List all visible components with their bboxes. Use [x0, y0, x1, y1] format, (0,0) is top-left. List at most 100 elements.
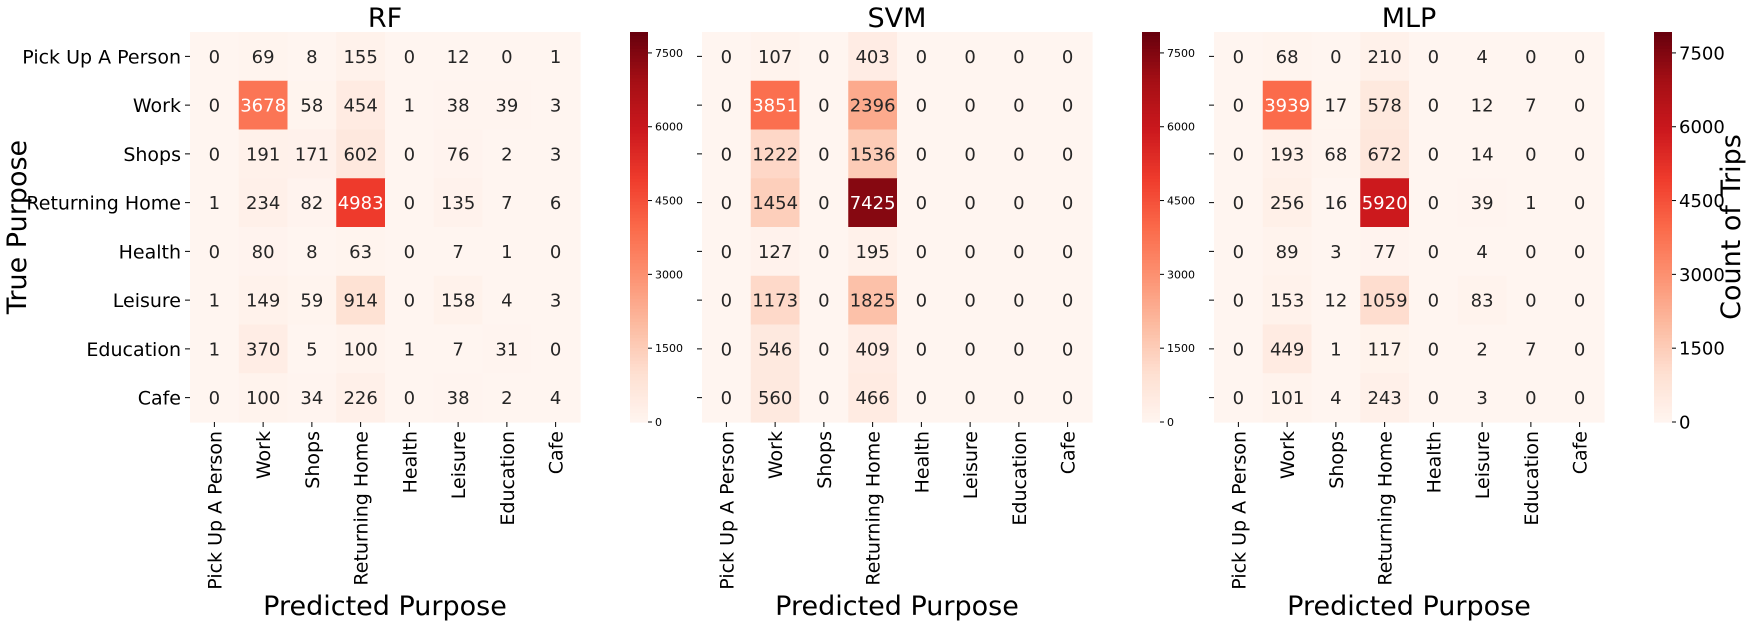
rf-value-returning-home-work: 234 — [246, 193, 280, 214]
svm-colorbar-segment — [1142, 275, 1160, 280]
rf-value-work-shops: 58 — [300, 96, 323, 117]
mlp-cell-work-cafe — [1555, 80, 1605, 131]
svm-colorbar-segment — [1142, 165, 1160, 170]
svm-value-work-health: 0 — [916, 96, 927, 117]
rf-colorbar-segment — [630, 51, 648, 56]
svm-colorbar-segment — [1142, 272, 1160, 277]
svm-colorbar-segment — [1142, 353, 1160, 358]
rf-cell-leisure-work — [238, 275, 289, 326]
mlp-value-leisure-work: 153 — [1270, 291, 1304, 312]
rf-value-leisure-work: 149 — [246, 291, 280, 312]
svm-colorbar-segment — [1142, 178, 1160, 183]
svm-value-work-cafe: 0 — [1062, 96, 1073, 117]
svm-colorbar-segment — [1142, 136, 1160, 140]
svm-colorbar-segment — [1142, 38, 1160, 43]
svm-value-cafe-health: 0 — [916, 388, 927, 409]
rf-value-work-education: 39 — [495, 96, 518, 117]
mlp-value-shops-health: 0 — [1428, 144, 1439, 165]
mlp-colorbar-segment — [1654, 337, 1672, 342]
mlp-value-pick-up-a-person-leisure: 4 — [1476, 47, 1487, 68]
mlp-value-pick-up-a-person-returning-home: 210 — [1367, 47, 1401, 68]
mlp-cell-leisure-work — [1262, 275, 1313, 326]
mlp-cell-pick-up-a-person-pick-up-a-person — [1214, 32, 1264, 82]
svm-colorbar-segment — [1142, 259, 1160, 264]
svm-cell-returning-home-cafe — [1043, 178, 1093, 228]
svm-value-work-pick-up-a-person: 0 — [721, 96, 732, 117]
mlp-value-leisure-leisure: 83 — [1471, 291, 1494, 312]
rf-cell-health-work — [238, 227, 289, 277]
svm-colorbar-segment — [1142, 376, 1160, 381]
rf-cell-returning-home-cafe — [531, 178, 581, 228]
mlp-colorbar-segment — [1654, 409, 1672, 413]
mlp-colorbar-segment — [1654, 353, 1672, 358]
svm-value-pick-up-a-person-cafe: 0 — [1062, 47, 1073, 68]
mlp-cell-education-shops — [1311, 324, 1361, 374]
mlp-colorbar-segment — [1654, 334, 1672, 339]
mlp-value-work-pick-up-a-person: 0 — [1233, 96, 1244, 117]
svm-colorbar-segment — [1142, 155, 1160, 160]
svm-colorbar-segment — [1142, 220, 1160, 225]
mlp-colorbar-segment — [1654, 71, 1672, 75]
svm-cell-pick-up-a-person-shops — [799, 32, 849, 82]
rf-colorbar-segment — [630, 67, 648, 72]
mlp-colorbar-segment — [1654, 383, 1672, 387]
rf-colorbar-segment — [630, 376, 648, 381]
rf-colorbar-segment — [630, 32, 648, 36]
svm-cell-returning-home-work — [750, 178, 801, 228]
mlp-cell-pick-up-a-person-returning-home — [1360, 32, 1410, 82]
mlp-value-returning-home-work: 256 — [1270, 193, 1304, 214]
rf-colorbar-segment — [630, 379, 648, 384]
rf-colorbar-segment — [630, 223, 648, 228]
mlp-colorbar-segment — [1654, 259, 1672, 264]
rf-colorbar-segment — [630, 204, 648, 209]
svm-value-leisure-education: 0 — [1013, 291, 1024, 312]
svm-cell-returning-home-education — [994, 178, 1044, 228]
rf-cell-pick-up-a-person-pick-up-a-person — [190, 32, 240, 82]
mlp-colorbar-segment — [1654, 292, 1672, 296]
mlp-colorbar-segment — [1654, 136, 1672, 140]
mlp-colorbar-segment — [1654, 67, 1672, 72]
rf-cell-work-education — [482, 80, 532, 131]
svm-colorbar-segment — [1142, 184, 1160, 189]
svm-value-cafe-shops: 0 — [818, 388, 829, 409]
y-axis-label: True Purpose — [2, 140, 33, 315]
mlp-colorbar-segment — [1654, 415, 1672, 420]
svm-cell-cafe-leisure — [945, 373, 996, 423]
svm-colorbar-segment — [1142, 71, 1160, 75]
mlp-colorbar-segment — [1654, 162, 1672, 166]
svm-cell-work-work — [750, 80, 801, 131]
rf-colorbar-segment — [630, 288, 648, 293]
rf-colorbar-segment — [630, 370, 648, 374]
rf-cell-education-education — [482, 324, 532, 374]
svm-colorbar-segment — [1142, 409, 1160, 413]
svm-value-shops-pick-up-a-person: 0 — [721, 144, 732, 165]
rf-colorbar-segment — [630, 129, 648, 134]
svm-colorbar-segment — [1142, 415, 1160, 420]
svm-colorbar-tick-label-7500: 7500 — [1167, 47, 1195, 60]
rf-colorbar-segment — [630, 337, 648, 342]
mlp-xtick-label-cafe: Cafe — [1570, 431, 1592, 474]
svm-cell-work-pick-up-a-person — [702, 80, 752, 131]
svm-cell-pick-up-a-person-returning-home — [848, 32, 898, 82]
mlp-colorbar-segment — [1654, 175, 1672, 179]
mlp-colorbar-segment — [1654, 246, 1672, 251]
svm-colorbar-segment — [1142, 201, 1160, 205]
svm-colorbar-segment — [1142, 396, 1160, 400]
mlp-cell-cafe-shops — [1311, 373, 1361, 423]
svm-cell-cafe-work — [750, 373, 801, 423]
rf-cell-returning-home-education — [482, 178, 532, 228]
mlp-cell-pick-up-a-person-work — [1262, 32, 1313, 82]
svm-value-pick-up-a-person-health: 0 — [916, 47, 927, 68]
svm-value-health-returning-home: 195 — [855, 242, 889, 263]
rf-value-leisure-leisure: 158 — [441, 291, 475, 312]
mlp-value-returning-home-education: 1 — [1525, 193, 1536, 214]
svm-colorbar-segment — [1142, 132, 1160, 137]
mlp-colorbar-segment — [1654, 249, 1672, 254]
mlp-cell-pick-up-a-person-leisure — [1457, 32, 1508, 82]
svm-cell-education-work — [750, 324, 801, 374]
rf-value-cafe-work: 100 — [246, 388, 280, 409]
svm-value-health-cafe: 0 — [1062, 242, 1073, 263]
svm-colorbar-segment — [1142, 188, 1160, 192]
mlp-colorbar-tick-label-3000: 3000 — [1679, 265, 1725, 286]
rf-colorbar-segment — [630, 184, 648, 189]
